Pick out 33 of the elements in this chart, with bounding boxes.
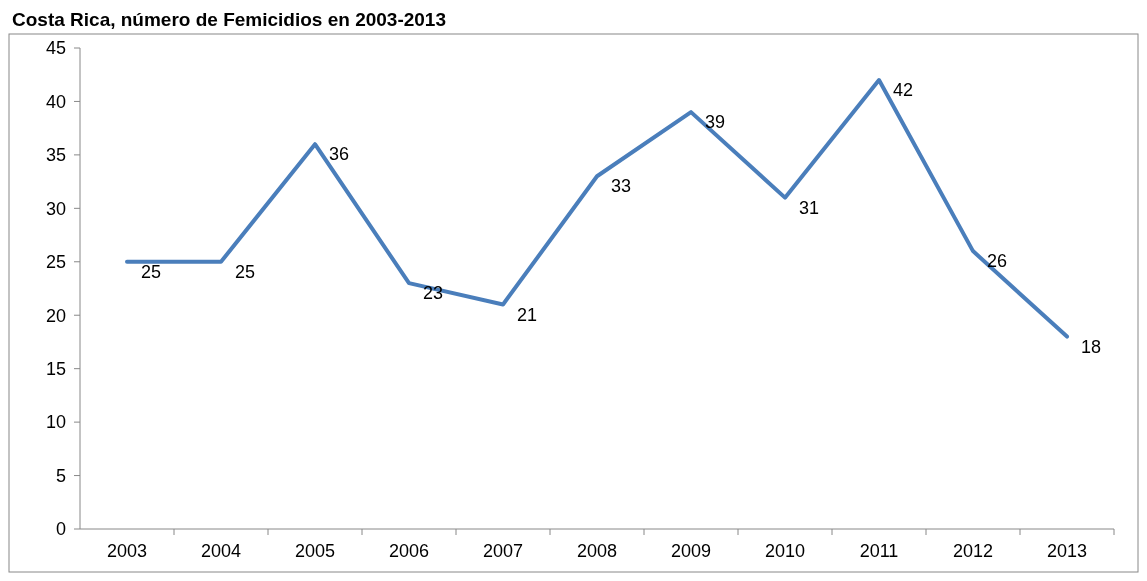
y-tick-label: 0 <box>55 519 66 540</box>
data-label: 33 <box>611 176 632 197</box>
y-tick-label: 40 <box>45 91 66 112</box>
y-tick-label: 15 <box>45 358 66 379</box>
y-tick-label: 25 <box>45 252 66 273</box>
y-tick-label: 45 <box>45 38 66 59</box>
data-label: 31 <box>799 197 820 218</box>
line-series <box>125 78 1069 339</box>
x-tick-label: 2005 <box>294 541 336 561</box>
data-label: 25 <box>235 261 256 282</box>
data-label: 42 <box>893 80 914 101</box>
chart-title: Costa Rica, número de Femicidios en 2003-2013 <box>12 9 447 30</box>
data-label: 18 <box>1081 336 1102 357</box>
data-label: 21 <box>517 304 538 325</box>
y-tick-label: 35 <box>45 145 66 166</box>
y-tick-label: 30 <box>45 198 66 219</box>
x-tick-label: 2008 <box>576 541 618 561</box>
x-tick-label: 2003 <box>106 541 148 561</box>
x-tick-label: 2007 <box>482 541 524 561</box>
y-tick-label: 20 <box>45 305 66 326</box>
data-label: 36 <box>329 144 350 165</box>
x-tick-label: 2006 <box>388 541 430 561</box>
x-tick-label: 2004 <box>200 541 242 561</box>
x-tick-label: 2010 <box>764 541 806 561</box>
x-tick-label: 2012 <box>952 541 994 561</box>
y-tick-label: 5 <box>55 465 66 486</box>
y-tick-label: 10 <box>45 412 66 433</box>
data-label: 26 <box>987 251 1008 272</box>
x-tick-label: 2013 <box>1046 541 1088 561</box>
x-tick-label: 2009 <box>670 541 712 561</box>
x-tick-label: 2011 <box>859 541 899 561</box>
data-label: 25 <box>141 261 162 282</box>
data-label: 39 <box>705 112 726 133</box>
